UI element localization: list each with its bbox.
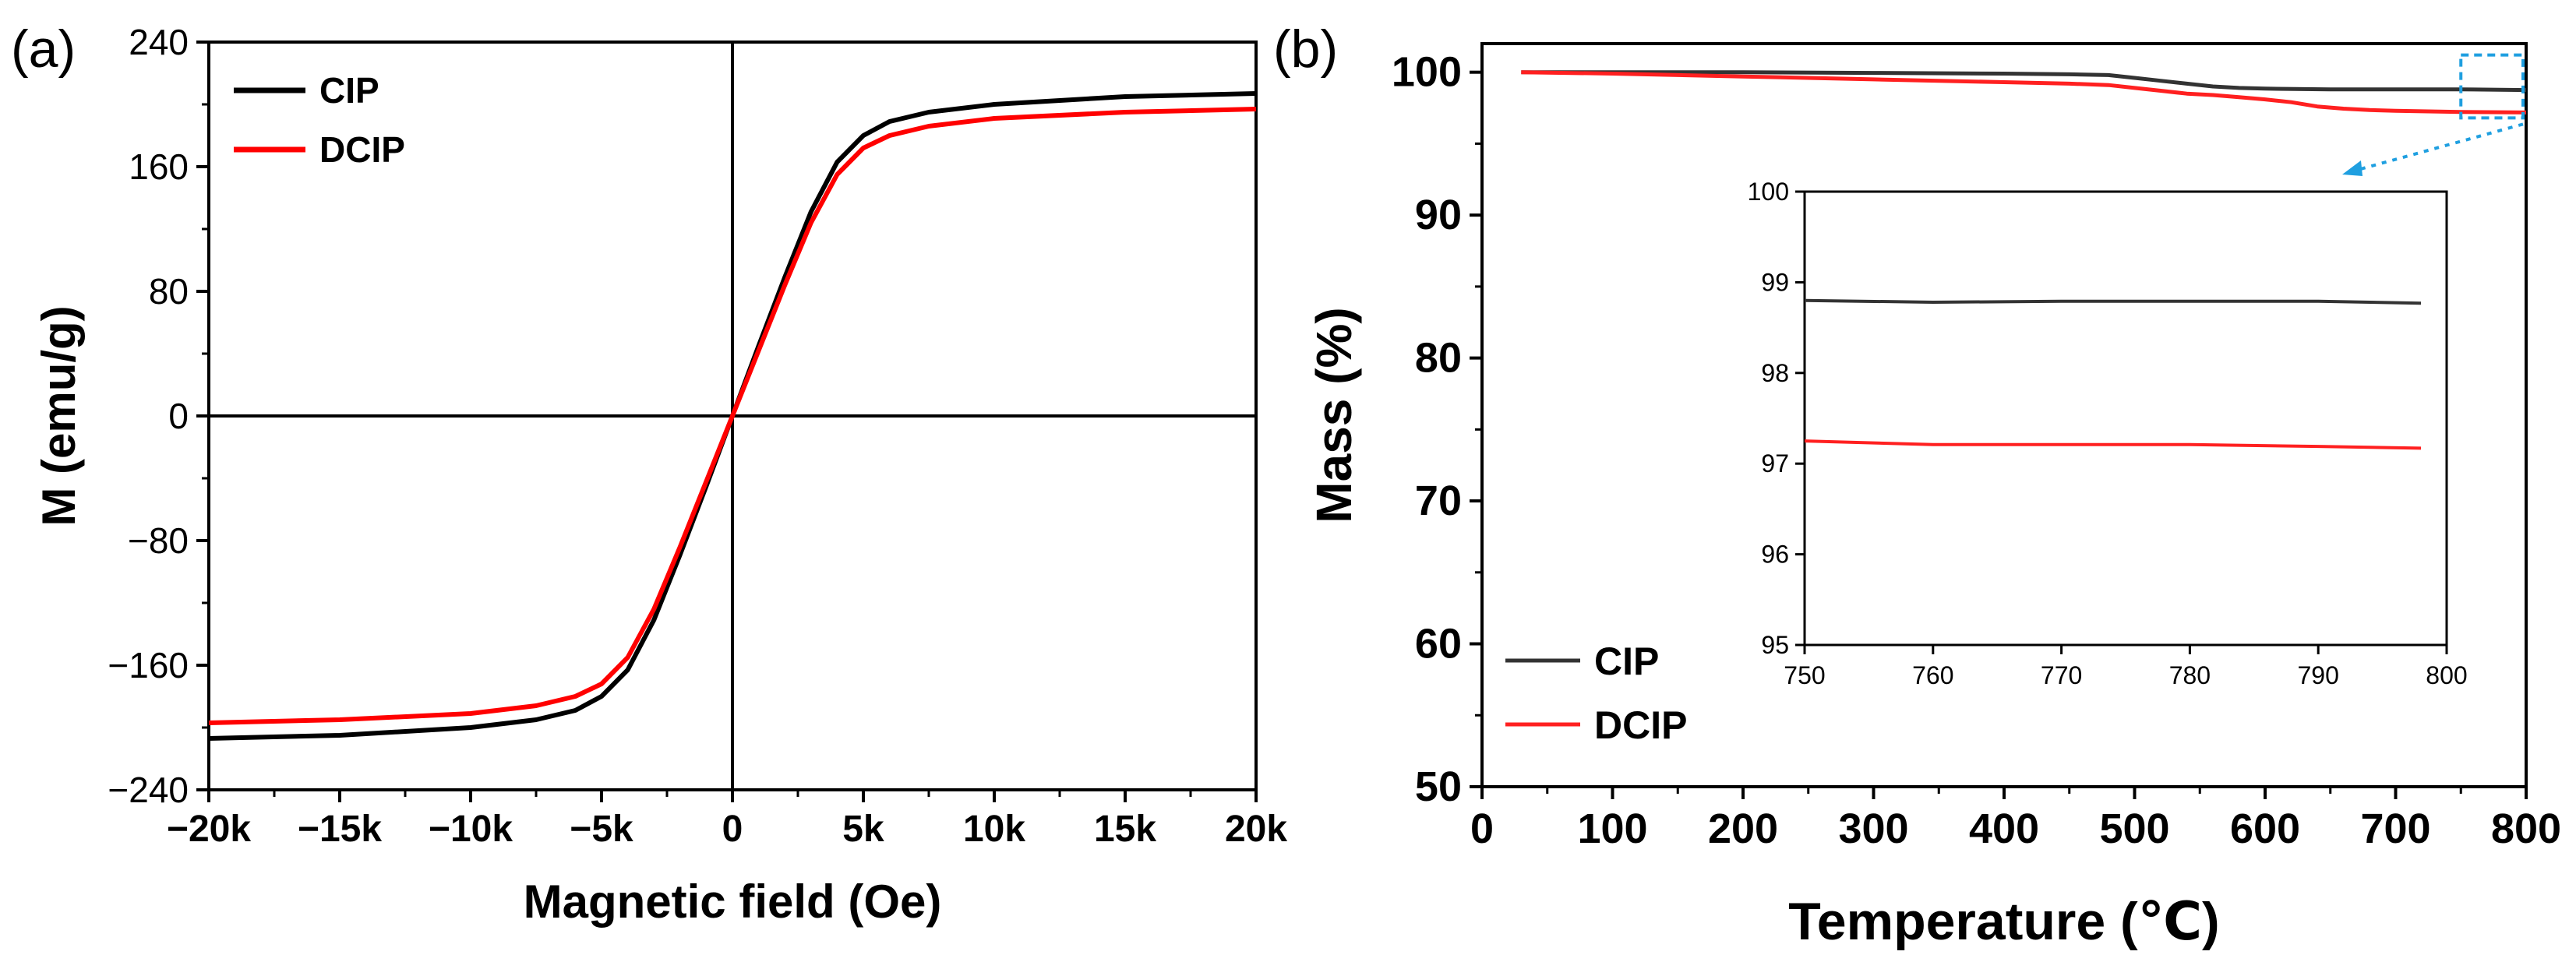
x-tick-label: −5k	[570, 809, 633, 850]
zoom-region-box	[2459, 53, 2525, 120]
inset-series-line-cip	[1804, 298, 2422, 305]
panel-b-label: (b)	[1273, 19, 1338, 79]
inset-x-tick-label: 770	[2041, 661, 2082, 689]
panel-a-label: (a)	[11, 19, 76, 79]
x-tick-label: 5k	[842, 809, 884, 850]
zoom-arrow-head	[2342, 160, 2363, 176]
inset-x-tick-label: 760	[1912, 661, 1953, 689]
series-line-dcip	[208, 107, 1257, 725]
y-tick-label: 100	[1392, 49, 1462, 96]
legend-label-cip: CIP	[319, 70, 379, 111]
panel-a-hysteresis-chart: (a) −20k −15k −10k −5k 0 5k 10k 15k 20k−240−160−…	[11, 19, 1287, 928]
x-tick-label: 0	[722, 809, 743, 850]
panel-b-x-axis-label: Temperature (℃)	[1788, 892, 2219, 951]
panel-a-legend: CIP DCIP	[234, 70, 405, 170]
panel-a-series	[208, 91, 1257, 741]
x-tick-label: 700	[2360, 805, 2430, 852]
x-tick-label: 400	[1969, 805, 2039, 852]
y-tick-label: 240	[129, 22, 189, 62]
x-tick-label: 100	[1577, 805, 1647, 852]
x-tick-label: 0	[1470, 805, 1494, 852]
panel-b-ticks: 0 100 200 300 400 500 600 700 800 50 60 70 80 90 100	[1392, 49, 2561, 852]
series-line-cip	[1521, 70, 2527, 93]
y-tick-label: 80	[1415, 335, 1462, 382]
y-tick-label: 50	[1415, 763, 1462, 810]
y-tick-label: 60	[1415, 621, 1462, 668]
series-line-dcip	[1521, 70, 2527, 115]
x-tick-label: 10k	[963, 809, 1025, 850]
zoom-arrow-line	[2357, 122, 2524, 171]
inset-x-tick-label: 790	[2298, 661, 2339, 689]
inset-plot-frame	[1803, 190, 2448, 647]
y-tick-label: 0	[168, 396, 189, 436]
y-tick-label: 90	[1415, 192, 1462, 238]
inset-y-tick-label: 97	[1761, 449, 1789, 477]
inset-x-tick-label: 800	[2426, 661, 2467, 689]
x-tick-label: 200	[1708, 805, 1778, 852]
panel-b-y-axis-label: Mass (%)	[1306, 307, 1362, 523]
y-tick-label: −240	[108, 770, 189, 810]
x-tick-label: −20k	[167, 809, 251, 850]
inset-y-tick-label: 95	[1761, 631, 1789, 659]
legend-label-dcip: DCIP	[319, 129, 405, 170]
legend-label-dcip: DCIP	[1594, 703, 1687, 747]
panel-b-inset-chart: 750 760 770 780 790 800 95 96 97 98 99 100	[1748, 178, 2468, 689]
inset-y-tick-label: 99	[1761, 268, 1789, 296]
legend-label-cip: CIP	[1594, 640, 1659, 683]
panel-b-legend: CIP DCIP	[1505, 640, 1687, 747]
x-tick-label: 20k	[1225, 809, 1287, 850]
panel-b-series	[1521, 70, 2527, 115]
y-tick-label: −80	[128, 520, 189, 561]
panel-a-ticks: −20k −15k −10k −5k 0 5k 10k 15k 20k −240 −160 −80 0 8…	[108, 22, 1287, 850]
inset-series-line-dcip	[1804, 439, 2422, 450]
panel-b-zoom-highlight	[2342, 53, 2525, 176]
x-tick-label: 300	[1838, 805, 1908, 852]
x-tick-label: 600	[2230, 805, 2300, 852]
panel-a-y-axis-label: M (emu/g)	[33, 305, 85, 526]
x-tick-label: 500	[2099, 805, 2169, 852]
inset-y-tick-label: 98	[1761, 359, 1789, 387]
x-tick-label: −10k	[429, 809, 513, 850]
panel-a-x-axis-label: Magnetic field (Oe)	[524, 876, 942, 928]
x-tick-label: −15k	[298, 809, 382, 850]
x-tick-label: 15k	[1094, 809, 1156, 850]
y-tick-label: −160	[108, 645, 189, 685]
inset-x-tick-label: 750	[1784, 661, 1825, 689]
x-tick-label: 800	[2491, 805, 2561, 852]
y-tick-label: 160	[129, 146, 189, 187]
y-tick-label: 80	[149, 271, 189, 312]
inset-y-tick-label: 96	[1761, 541, 1789, 569]
panel-b-tga-chart: (b) 0 100 200 300 400 500 600 700 800 50 60 70 80 90 1…	[1273, 19, 2561, 951]
inset-x-tick-label: 780	[2169, 661, 2211, 689]
y-tick-label: 70	[1415, 477, 1462, 524]
inset-y-tick-label: 100	[1748, 178, 1789, 206]
